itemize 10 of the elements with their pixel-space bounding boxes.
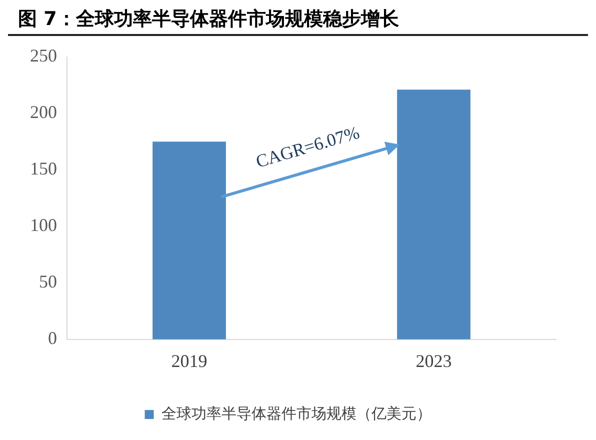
y-tick-label: 100: [30, 215, 57, 236]
y-tick-label: 50: [39, 272, 57, 292]
y-tick-label: 0: [48, 328, 57, 348]
y-tick-label: 250: [30, 46, 57, 66]
legend-label: 全球功率半导体器件市场规模（亿美元）: [161, 404, 432, 422]
y-tick-label: 150: [30, 158, 57, 179]
x-tick-label: 2023: [416, 350, 452, 371]
x-tick-label: 2019: [171, 350, 208, 371]
chart-title: 图 7：全球功率半导体器件市场规模稳步增长: [8, 0, 588, 36]
y-tick-label: 200: [30, 102, 57, 122]
